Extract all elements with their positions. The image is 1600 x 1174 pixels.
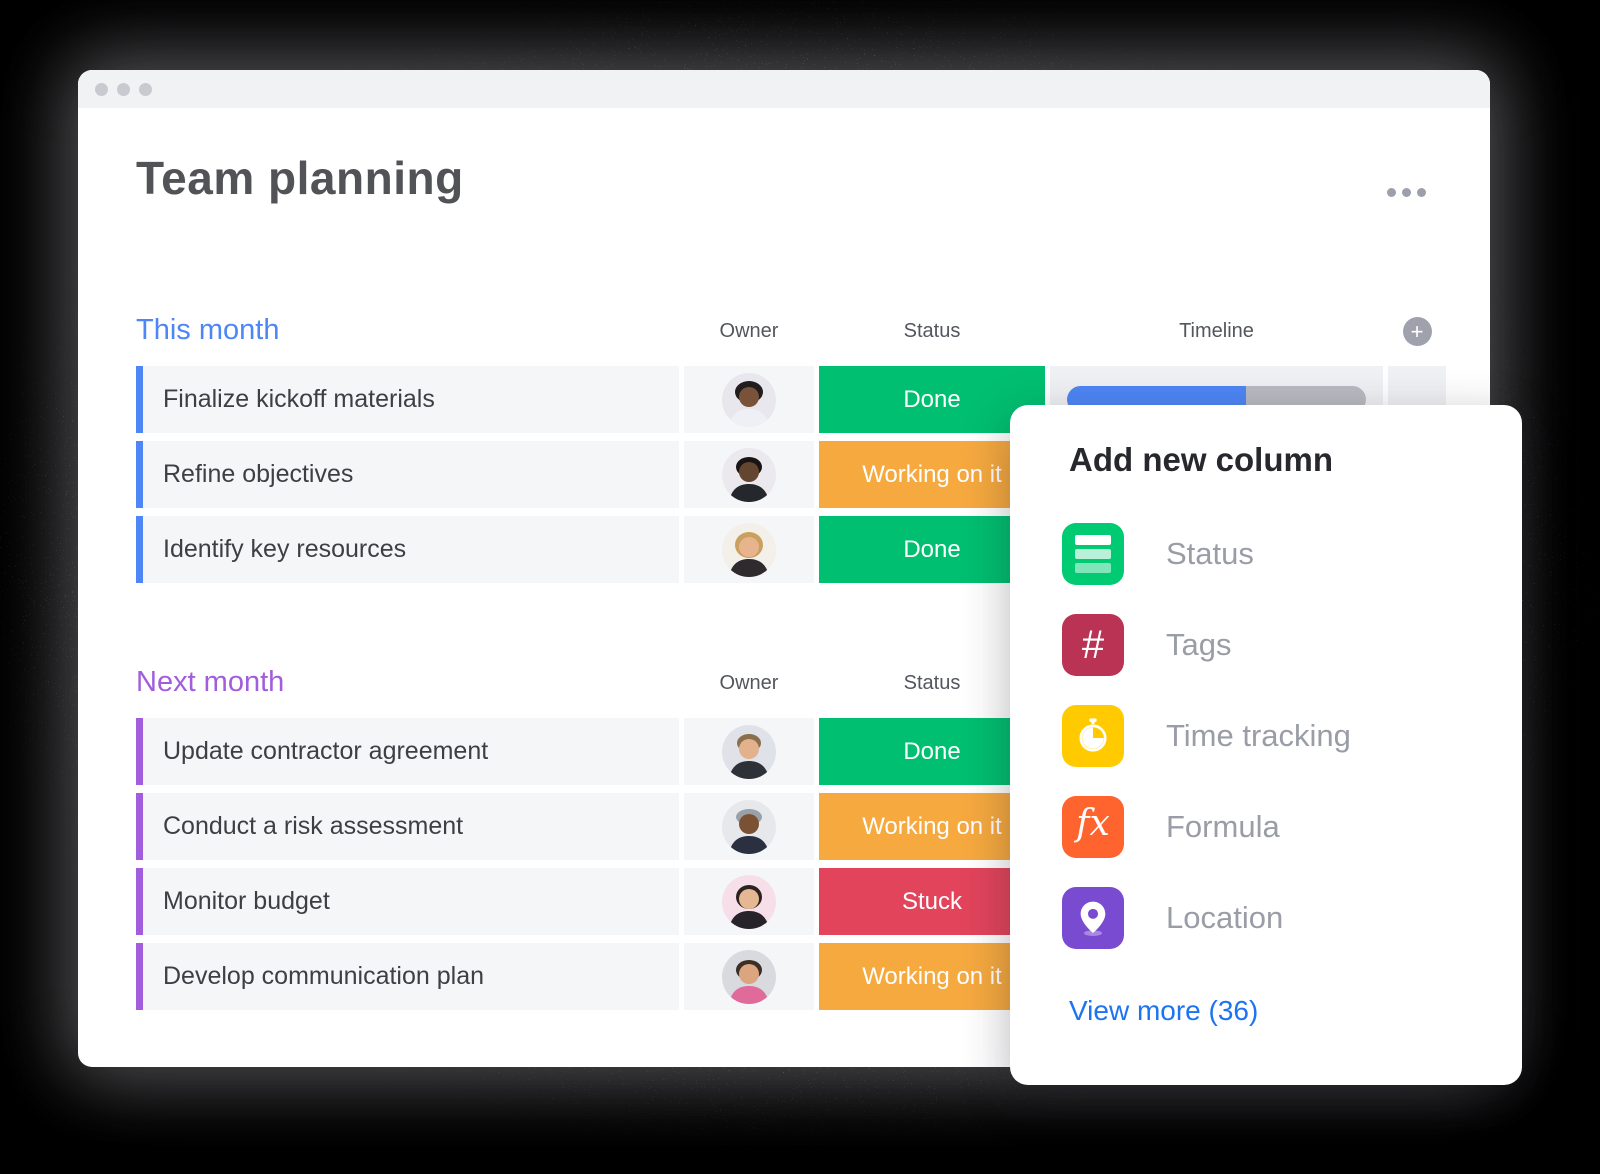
ellipsis-icon [1401, 187, 1411, 197]
task-name-cell[interactable]: Monitor budget [136, 868, 679, 935]
ellipsis-icon [1386, 187, 1396, 197]
popup-item-tags[interactable]: # Tags [1062, 614, 1351, 676]
view-more-link[interactable]: View more (36) [1069, 995, 1259, 1026]
popup-item-label: Location [1166, 900, 1284, 935]
location-pin-icon [1062, 887, 1124, 949]
formula-icon: fx [1062, 796, 1124, 858]
task-name-cell[interactable]: Develop communication plan [136, 943, 679, 1010]
owner-cell[interactable] [684, 441, 814, 508]
group-header-row: This month Owner Status Timeline + [136, 306, 1452, 348]
avatar [722, 799, 776, 854]
avatar [722, 724, 776, 779]
status-cell[interactable]: Working on it [819, 943, 1045, 1010]
window-control-dot [139, 82, 152, 96]
status-cell[interactable]: Working on it [819, 441, 1045, 508]
column-header-status: Status [903, 320, 961, 342]
popup-item-label: Formula [1166, 809, 1280, 844]
group-title[interactable]: This month [136, 314, 280, 346]
status-cell[interactable]: Stuck [819, 868, 1045, 935]
task-name-cell[interactable]: Finalize kickoff materials [136, 366, 679, 433]
avatar [722, 522, 776, 577]
owner-cell[interactable] [684, 793, 814, 860]
popup-item-location[interactable]: Location [1062, 887, 1351, 949]
window-titlebar [78, 70, 1490, 108]
owner-cell[interactable] [684, 718, 814, 785]
column-header-owner: Owner [719, 320, 779, 342]
owner-cell[interactable] [684, 366, 814, 433]
owner-cell[interactable] [684, 868, 814, 935]
column-header-timeline: Timeline [1179, 320, 1254, 342]
window-control-dot [117, 82, 130, 96]
window-control-dot [95, 82, 108, 96]
status-cell[interactable]: Done [819, 516, 1045, 583]
popup-item-time-tracking[interactable]: Time tracking [1062, 705, 1351, 767]
popup-item-status[interactable]: Status [1062, 523, 1351, 585]
status-cell[interactable]: Done [819, 366, 1045, 433]
owner-cell[interactable] [684, 516, 814, 583]
popup-item-formula[interactable]: fx Formula [1062, 796, 1351, 858]
column-header-status: Status [903, 672, 961, 694]
column-header-owner: Owner [719, 672, 779, 694]
status-column-icon [1062, 523, 1124, 585]
popup-item-label: Status [1166, 536, 1254, 571]
group-title[interactable]: Next month [136, 666, 285, 698]
task-name-cell[interactable]: Refine objectives [136, 441, 679, 508]
avatar [722, 372, 776, 427]
popup-title: Add new column [1069, 441, 1333, 478]
popup-item-label: Time tracking [1166, 718, 1351, 753]
status-cell[interactable]: Working on it [819, 793, 1045, 860]
popup-item-label: Tags [1166, 627, 1232, 662]
popup-item-list: Status # Tags Time tracking [1062, 523, 1351, 949]
page-title: Team planning [136, 152, 464, 204]
board-menu-button[interactable] [1378, 178, 1434, 206]
add-column-popup: Add new column Status # Tags [1010, 405, 1522, 1085]
avatar [722, 949, 776, 1004]
avatar [722, 874, 776, 929]
task-name-cell[interactable]: Update contractor agreement [136, 718, 679, 785]
status-cell[interactable]: Done [819, 718, 1045, 785]
task-name-cell[interactable]: Conduct a risk assessment [136, 793, 679, 860]
task-name-cell[interactable]: Identify key resources [136, 516, 679, 583]
avatar [722, 447, 776, 502]
stopwatch-icon [1062, 705, 1124, 767]
ellipsis-icon [1416, 187, 1426, 197]
owner-cell[interactable] [684, 943, 814, 1010]
add-column-button[interactable]: + [1402, 317, 1432, 346]
tags-icon: # [1062, 614, 1124, 676]
